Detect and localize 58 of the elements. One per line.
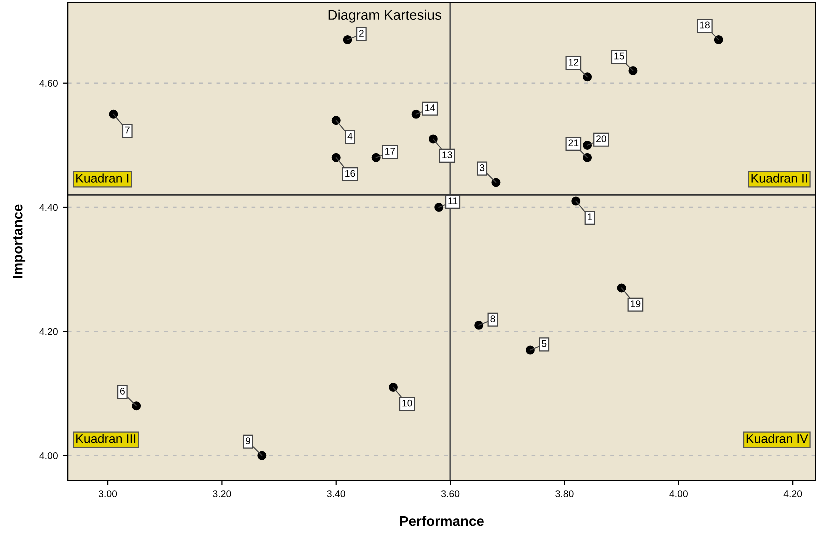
y-tick-label: 4.60 (40, 80, 58, 88)
chart-title: Diagram Kartesius (328, 10, 442, 23)
point (412, 110, 421, 119)
annotation: 13 (442, 152, 452, 159)
annotation: 21 (568, 140, 579, 146)
point (372, 153, 381, 162)
point (388, 383, 398, 392)
point (714, 35, 724, 44)
x-tick-label: 3.20 (213, 490, 232, 498)
point (434, 203, 444, 212)
point (109, 110, 118, 119)
point (583, 140, 592, 150)
x-tick-label: 4.00 (670, 490, 688, 498)
point (526, 346, 535, 355)
point (572, 196, 581, 206)
point (617, 284, 626, 293)
annotation: 10 (402, 400, 412, 407)
y-tick-label: 4.40 (40, 204, 58, 212)
annotation: 9 (246, 438, 251, 444)
point (428, 134, 438, 144)
annotation: 11 (448, 198, 458, 204)
point (583, 153, 592, 162)
annotation: 8 (490, 316, 496, 322)
x-tick-label: 3.80 (556, 490, 574, 498)
point (332, 153, 341, 162)
y-tick-label: 4.00 (40, 452, 58, 460)
point (474, 320, 484, 330)
annotation: 18 (700, 22, 710, 29)
annotation: Kuadran II (752, 174, 808, 183)
annotation: Kuadran IV (746, 434, 808, 444)
annotation: 5 (542, 340, 547, 348)
point (332, 116, 341, 126)
annotation: 12 (569, 59, 579, 66)
annotation: Kuadran I (76, 174, 129, 183)
y-axis-title: Importance (13, 204, 26, 278)
annotation: 14 (426, 104, 436, 112)
annotation: 15 (614, 52, 624, 60)
annotation: 16 (346, 170, 356, 178)
annotation: 7 (125, 126, 130, 134)
annotation: 19 (631, 300, 641, 308)
x-tick-label: 3.60 (441, 490, 460, 498)
point (132, 402, 142, 411)
x-axis-title: Performance (400, 516, 484, 526)
annotation: 3 (480, 164, 485, 172)
x-tick-label: 4.20 (784, 490, 802, 498)
point (343, 35, 352, 44)
annotation: 17 (386, 148, 396, 155)
annotation: 6 (120, 388, 125, 395)
y-tick-label: 4.20 (40, 328, 58, 336)
annotation: 2 (359, 30, 364, 37)
point (583, 72, 592, 82)
point (628, 66, 638, 76)
annotation: Kuadran III (76, 434, 136, 444)
annotation: 1 (588, 214, 592, 220)
x-tick-label: 3.40 (327, 490, 346, 498)
annotation: 20 (596, 136, 606, 143)
x-tick-label: 3.00 (98, 490, 118, 498)
annotation: 4 (348, 133, 353, 140)
